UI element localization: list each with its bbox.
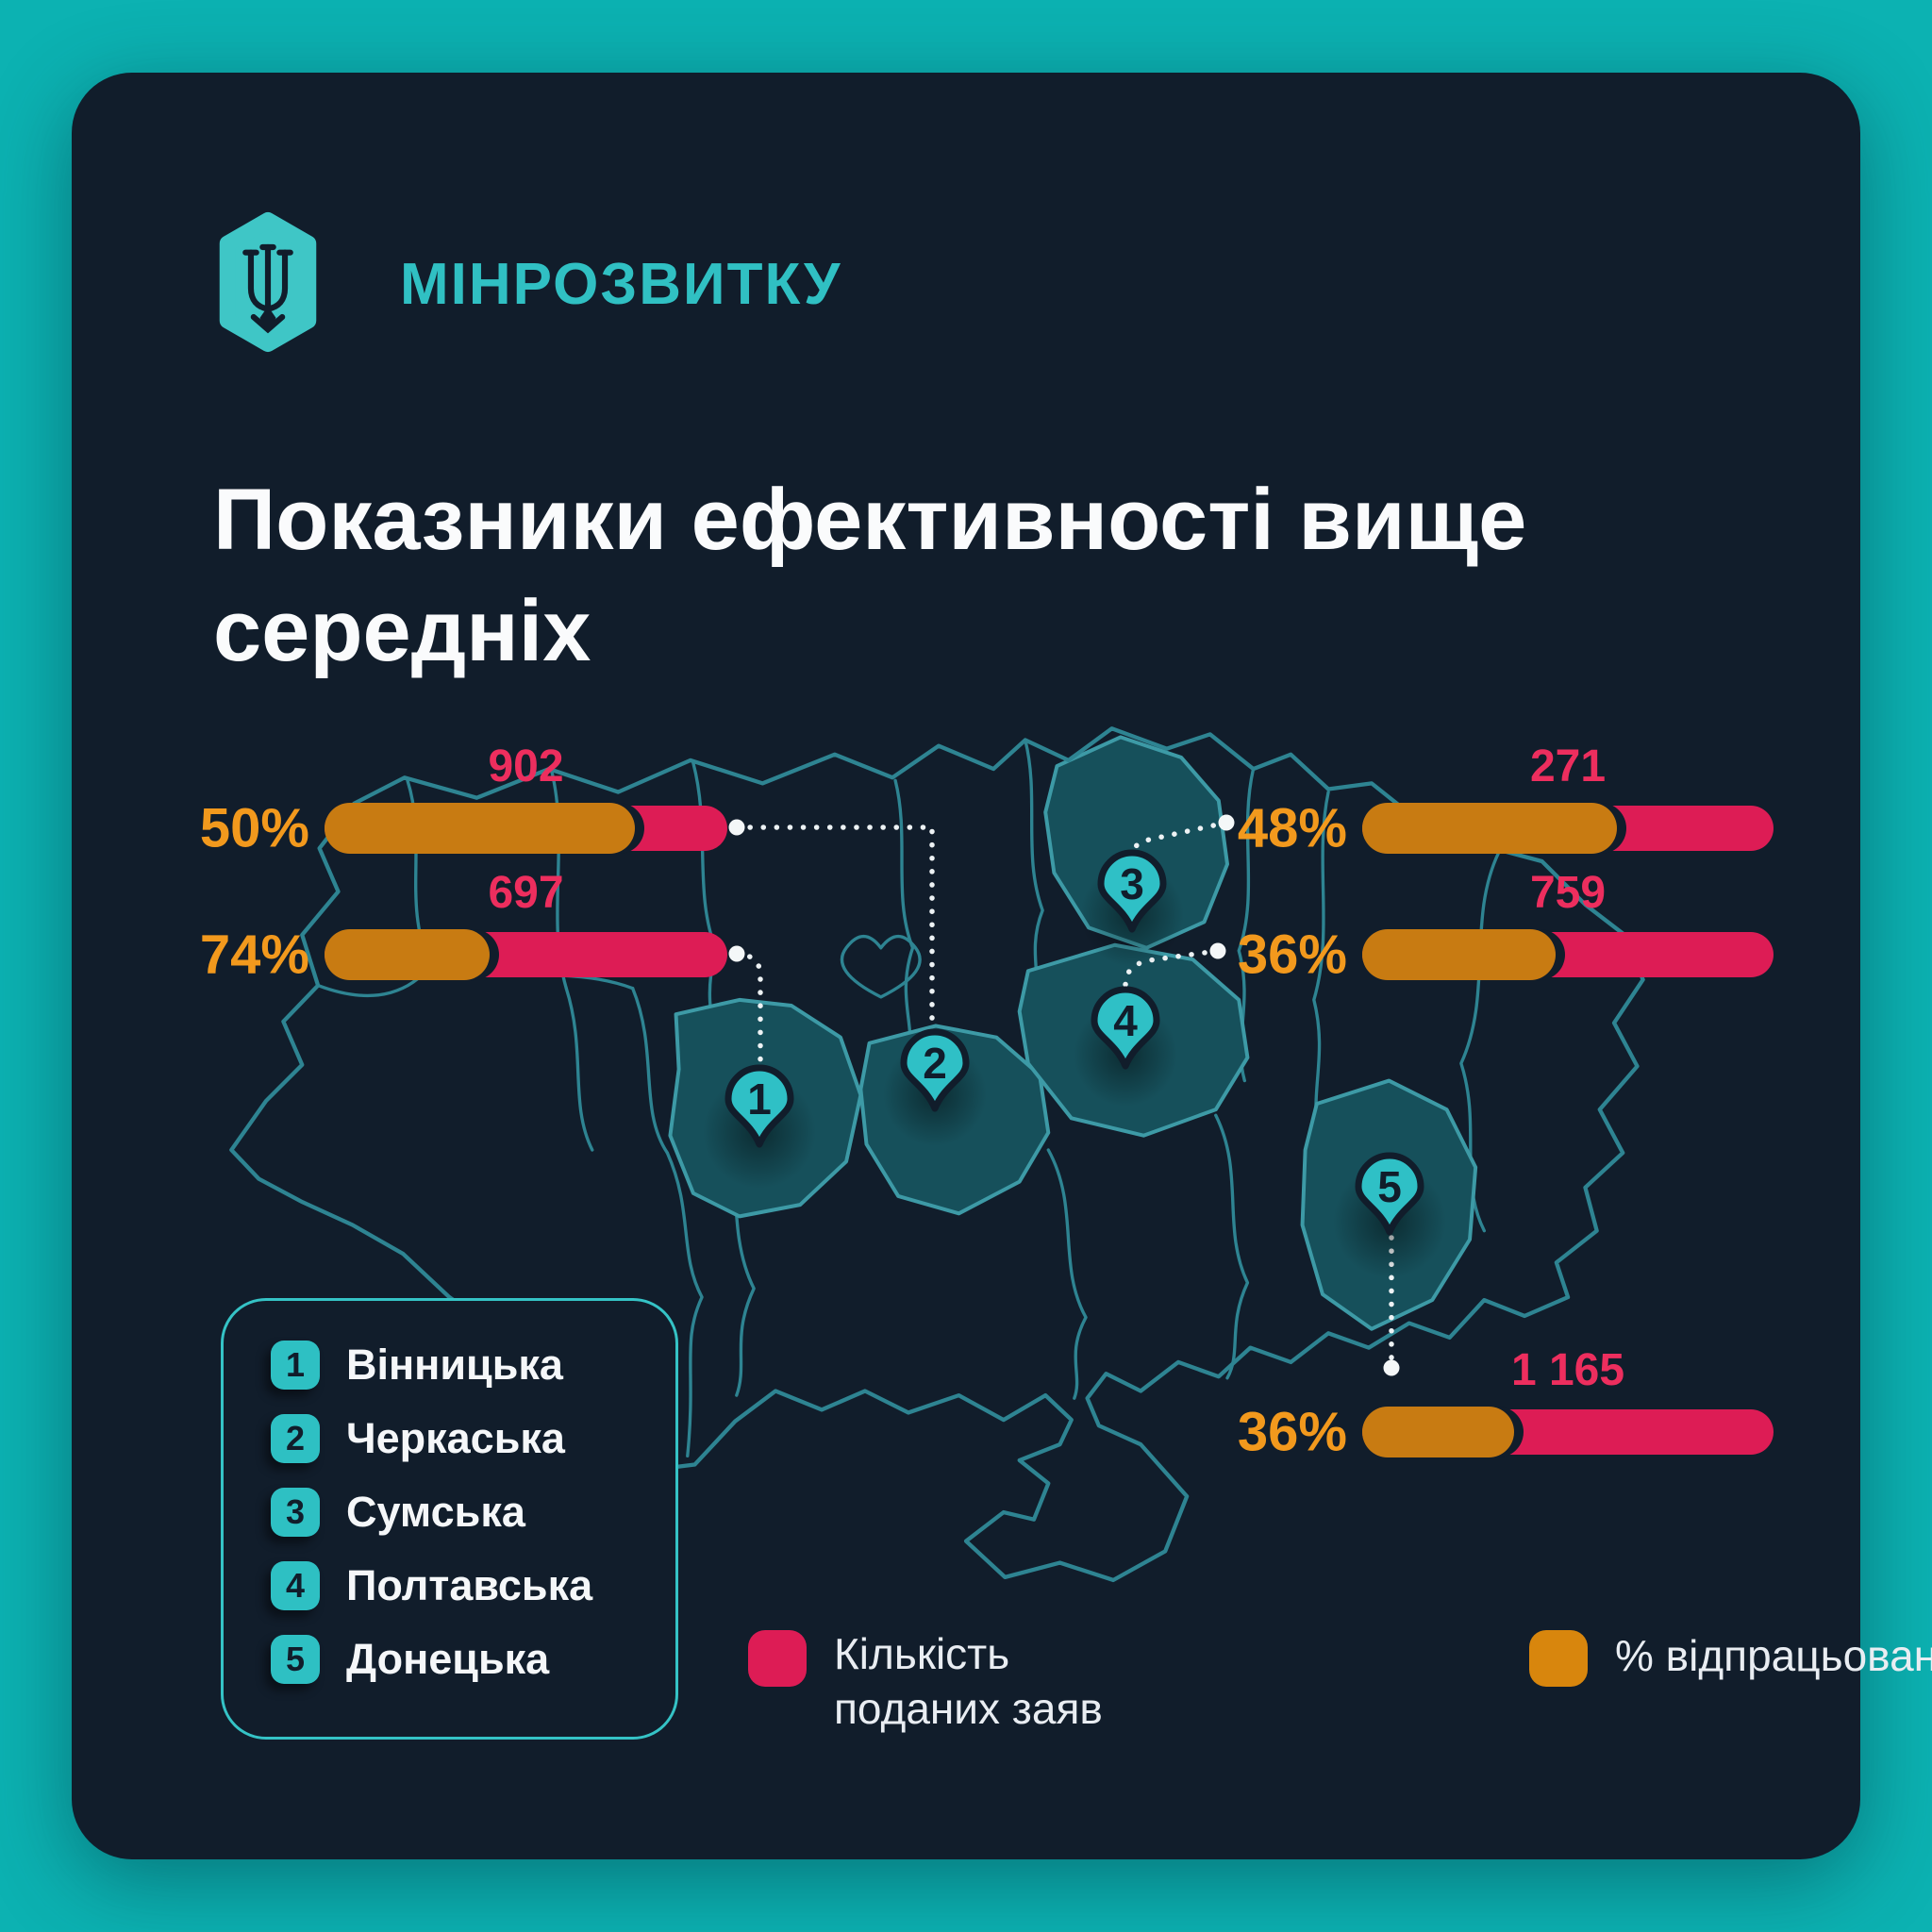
applications-legend-label: Кількість поданих заяв (834, 1629, 1103, 1733)
connector-end-dots (728, 814, 1400, 1376)
dotted-connectors (734, 820, 1394, 1365)
applications-count-label: 697 (488, 868, 564, 918)
region-number-badge: 5 (271, 1635, 320, 1684)
processed-fill (1362, 803, 1618, 854)
percent-processed-label: 36% (1237, 1401, 1347, 1463)
region-name-label: Вінницька (346, 1341, 563, 1389)
list-item: 1 Вінницька (271, 1341, 675, 1390)
svg-text:3: 3 (1120, 859, 1144, 908)
processed-fill (325, 929, 491, 980)
ministry-trident-icon (219, 211, 317, 353)
processed-fill (1362, 1407, 1515, 1457)
map-pin-5: 5 (1355, 1152, 1424, 1236)
applications-count-label: 271 (1529, 741, 1607, 791)
svg-text:4: 4 (1113, 996, 1138, 1045)
region-number-badge: 4 (271, 1561, 320, 1610)
processed-fill (1362, 929, 1556, 980)
applications-bar (1362, 1407, 1774, 1457)
applications-count-label: 1 165 (1510, 1345, 1625, 1395)
percent-processed-label: 36% (1237, 924, 1347, 986)
stat-row-donetska: 36% 1 165 (1238, 1345, 1774, 1463)
applications-bar (325, 929, 727, 980)
percent-processed-label: 74% (199, 924, 309, 986)
region-name-label: Сумська (346, 1488, 525, 1536)
connector-bar1-to-pin2 (734, 824, 935, 1022)
list-item: 4 Полтавська (271, 1561, 675, 1610)
ministry-wordmark: МІНРОЗВИТКУ (400, 252, 842, 317)
map-pin-4: 4 (1091, 986, 1160, 1070)
region-number-badge: 3 (271, 1488, 320, 1537)
map-pin-2: 2 (900, 1028, 970, 1112)
page-title: Показники ефективності вище середніх (213, 464, 1526, 687)
processed-legend-label: % відпрацьованих (1615, 1631, 1932, 1680)
page-title-line2: середніх (213, 583, 591, 679)
applications-bar (1362, 803, 1774, 854)
svg-text:2: 2 (923, 1039, 947, 1088)
connector-bar3-to-pin3 (1130, 820, 1229, 855)
list-item: 5 Донецька (271, 1635, 675, 1684)
stat-row-vinnytska: 50% 902 (200, 741, 727, 859)
stat-row-sumska: 48% 271 (1238, 741, 1774, 859)
applications-color-swatch (748, 1630, 807, 1687)
region-list: 1 Вінницька 2 Черкаська 3 Сумська 4 Полт… (221, 1298, 678, 1740)
stat-row-cherkaska: 74% 697 (200, 868, 727, 986)
region-name-label: Донецька (346, 1635, 550, 1683)
applications-count-label: 902 (488, 741, 564, 791)
percent-processed-label: 50% (199, 797, 309, 859)
applications-count-label: 759 (1529, 868, 1607, 918)
list-item: 3 Сумська (271, 1488, 675, 1537)
list-item: 2 Черкаська (271, 1414, 675, 1463)
region-name-label: Полтавська (346, 1561, 593, 1609)
region-number-badge: 2 (271, 1414, 320, 1463)
region-number-badge: 1 (271, 1341, 320, 1390)
applications-bar (325, 803, 727, 854)
map-pin-3: 3 (1097, 849, 1167, 933)
svg-text:1: 1 (747, 1074, 772, 1124)
map-pin-1: 1 (724, 1064, 794, 1148)
stat-row-poltavska: 36% 759 (1238, 868, 1774, 986)
map-pins: 1 2 3 4 5 (724, 849, 1424, 1236)
connector-bar4-to-pin4 (1123, 948, 1221, 990)
processed-fill (325, 803, 635, 854)
page-title-line1: Показники ефективності вище (213, 472, 1527, 568)
svg-text:5: 5 (1377, 1162, 1402, 1211)
percent-processed-label: 48% (1237, 797, 1347, 859)
applications-bar (1362, 929, 1774, 980)
processed-color-swatch (1529, 1630, 1588, 1687)
region-name-label: Черкаська (346, 1414, 565, 1462)
